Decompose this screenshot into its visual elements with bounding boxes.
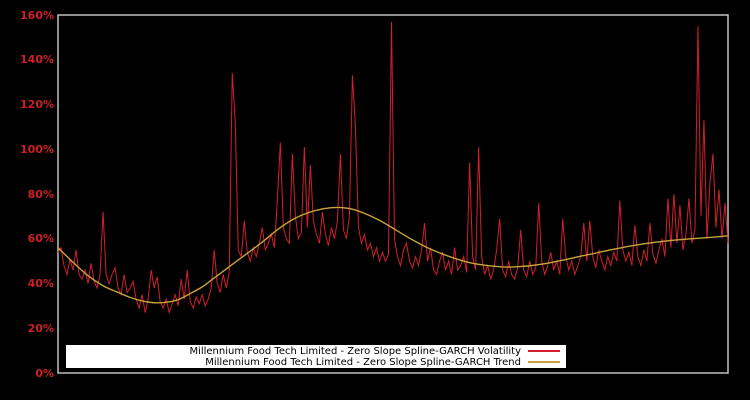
volatility-line-swatch xyxy=(528,350,560,352)
y-tick-label: 60% xyxy=(27,232,54,246)
volatility-series-line xyxy=(57,21,729,315)
legend: Millennium Food Tech Limited - Zero Slop… xyxy=(66,345,566,368)
legend-entry-trend: Millennium Food Tech Limited - Zero Slop… xyxy=(66,357,560,368)
y-tick-label: 100% xyxy=(20,142,54,156)
y-tick-label: 0% xyxy=(35,366,54,380)
trend-line-swatch xyxy=(528,361,560,363)
plot-frame xyxy=(57,14,729,374)
y-tick-label: 40% xyxy=(27,277,54,290)
series-group xyxy=(57,21,729,315)
y-tick-label: 80% xyxy=(27,187,54,201)
y-tick-label: 20% xyxy=(27,321,54,335)
y-tick-label: 120% xyxy=(20,98,54,111)
y-tick-label: 160% xyxy=(20,8,54,22)
legend-label-trend: Millennium Food Tech Limited - Zero Slop… xyxy=(205,356,521,368)
y-tick-label: 140% xyxy=(20,53,54,67)
trend-series-line xyxy=(57,206,729,304)
legend-label-volatility: Millennium Food Tech Limited - Zero Slop… xyxy=(189,345,521,357)
legend-entry-volatility: Millennium Food Tech Limited - Zero Slop… xyxy=(66,346,560,357)
